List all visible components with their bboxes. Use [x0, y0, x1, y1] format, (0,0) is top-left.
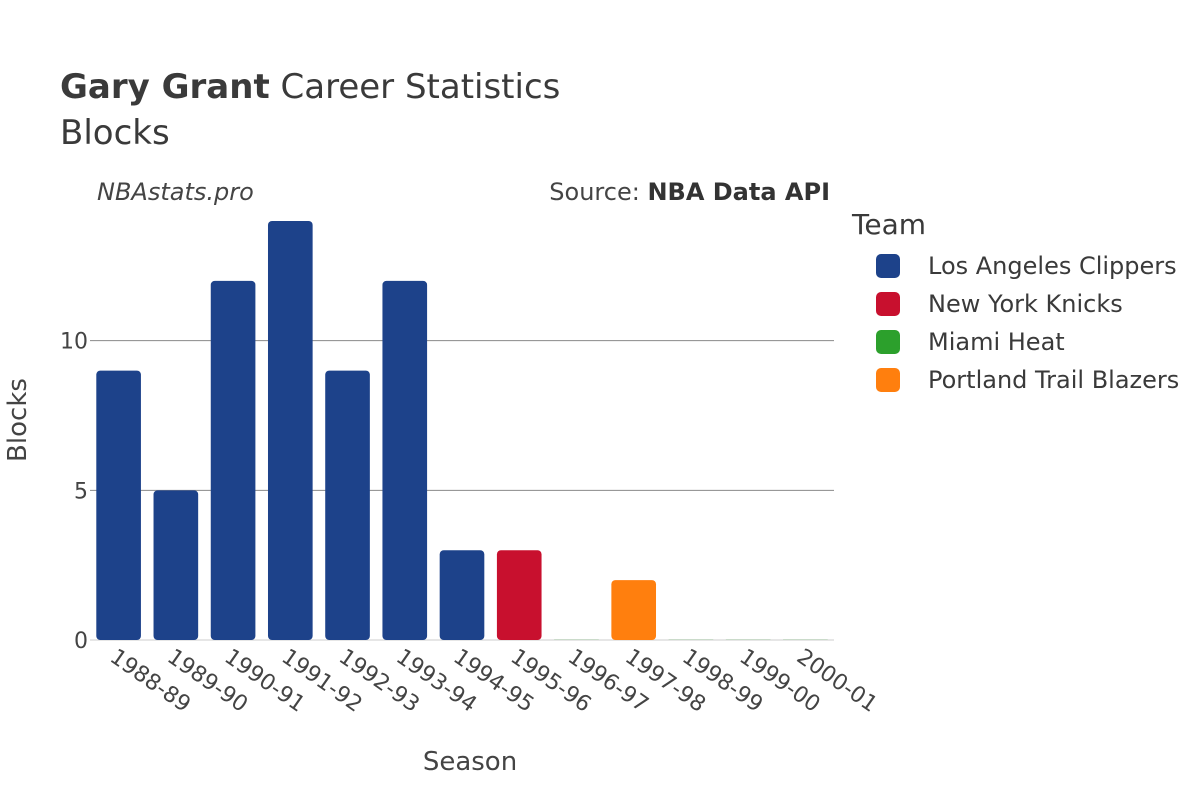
- bar-portland-trail-blazers-1997-98: [611, 580, 657, 640]
- chart-title: Gary Grant Career Statistics: [60, 67, 560, 107]
- bar-miami-heat-1998-99: [668, 639, 714, 640]
- bar-los-angeles-clippers-1994-95: [439, 550, 485, 640]
- bar-los-angeles-clippers-1988-89: [96, 370, 141, 640]
- bar-los-angeles-clippers-1990-91: [210, 280, 256, 640]
- y-axis-title: Blocks: [3, 378, 33, 462]
- source-name: NBA Data API: [647, 178, 830, 206]
- legend-label-blazers: Portland Trail Blazers: [928, 366, 1180, 394]
- legend-label-heat: Miami Heat: [928, 328, 1065, 356]
- bar-los-angeles-clippers-1993-94: [382, 280, 428, 640]
- legend-swatch-heat: [876, 330, 900, 354]
- legend-item-blazers[interactable]: Portland Trail Blazers: [852, 361, 1179, 399]
- bar-new-york-knicks-1995-96: [496, 550, 542, 640]
- y-tick-label-0: 0: [74, 629, 88, 654]
- legend-label-clippers: Los Angeles Clippers: [928, 252, 1177, 280]
- legend-swatch-blazers: [876, 368, 900, 392]
- y-tick-label-10: 10: [60, 330, 88, 355]
- legend: Team Los Angeles Clippers New York Knick…: [852, 208, 1179, 399]
- bar-miami-heat-1996-97: [554, 639, 599, 640]
- bar-los-angeles-clippers-1991-92: [267, 220, 313, 640]
- chart-title-player: Gary Grant: [60, 67, 270, 107]
- source-credit: Source: NBA Data API: [549, 178, 830, 206]
- legend-swatch-clippers: [876, 254, 900, 278]
- bar-los-angeles-clippers-1992-93: [325, 370, 370, 640]
- x-axis-title: Season: [423, 747, 517, 777]
- legend-item-clippers[interactable]: Los Angeles Clippers: [852, 247, 1179, 285]
- legend-item-heat[interactable]: Miami Heat: [852, 323, 1179, 361]
- y-tick-label-5: 5: [74, 479, 88, 504]
- source-prefix: Source:: [549, 178, 648, 206]
- legend-swatch-knicks: [876, 292, 900, 316]
- bar-miami-heat-2000-01: [783, 639, 828, 640]
- legend-label-knicks: New York Knicks: [928, 290, 1123, 318]
- bar-los-angeles-clippers-1989-90: [153, 490, 199, 640]
- legend-item-knicks[interactable]: New York Knicks: [852, 285, 1179, 323]
- bar-miami-heat-1999-00: [725, 639, 771, 640]
- watermark: NBAstats.pro: [97, 178, 254, 206]
- chart-title-rest: Career Statistics: [269, 67, 561, 107]
- chart-subtitle: Blocks: [60, 113, 170, 153]
- legend-title: Team: [852, 208, 927, 241]
